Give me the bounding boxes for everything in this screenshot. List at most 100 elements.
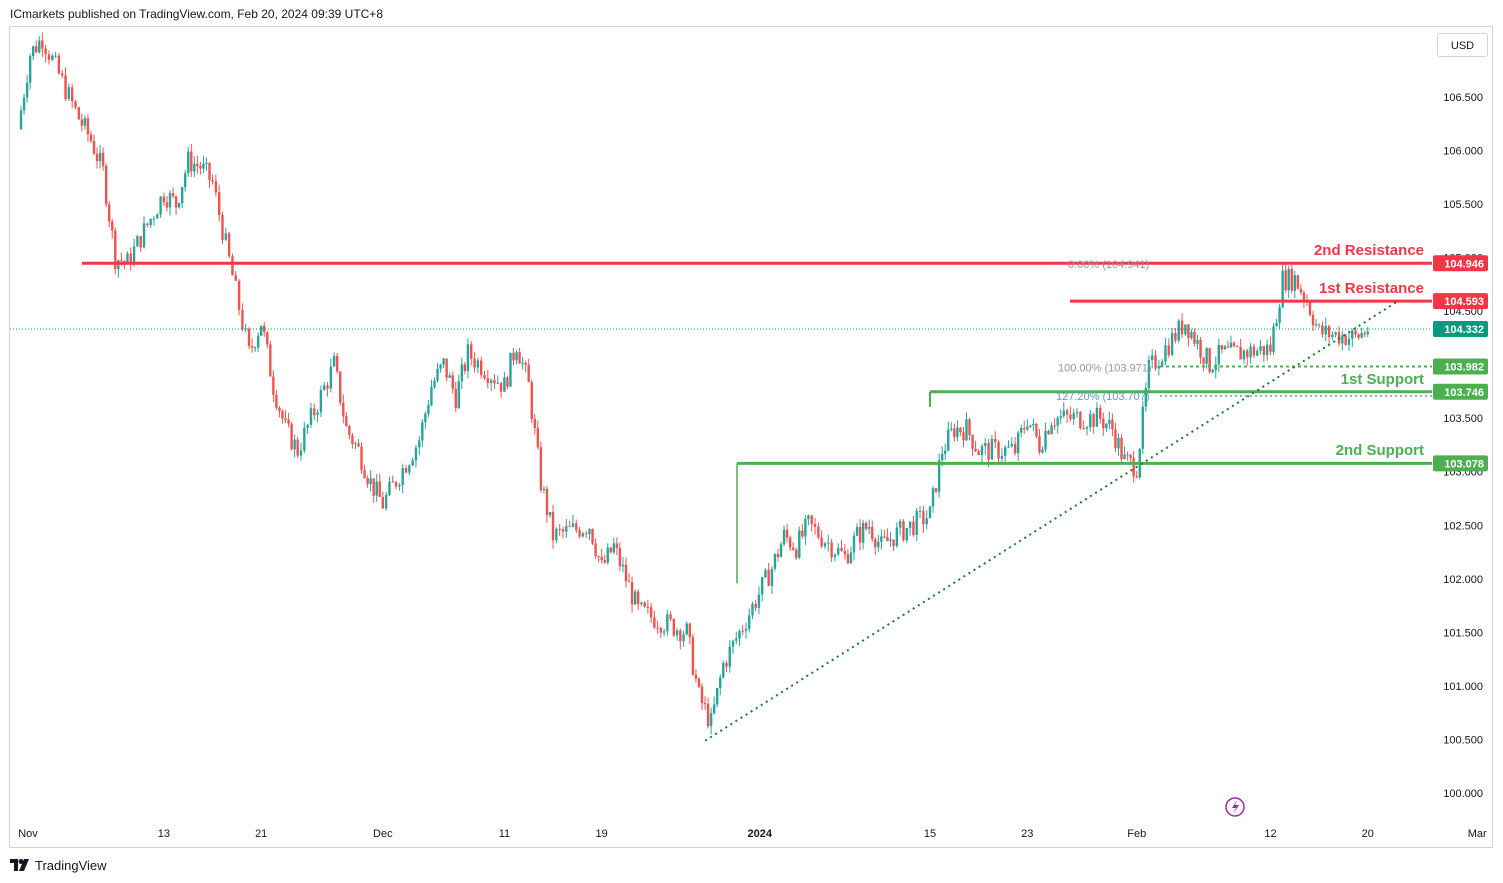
candle-body xyxy=(597,556,600,558)
currency-button[interactable]: USD xyxy=(1437,33,1488,57)
candle-body xyxy=(132,246,136,265)
candle-body xyxy=(398,485,401,487)
candle-body xyxy=(886,536,889,542)
candle-body xyxy=(366,478,369,485)
candle-body xyxy=(555,528,558,541)
candle-body xyxy=(1079,411,1082,429)
candle-body xyxy=(940,453,944,460)
price-tick-label: 101.000 xyxy=(1443,681,1483,693)
tradingview-brand[interactable]: TradingView xyxy=(10,857,107,873)
candle-body xyxy=(1190,332,1193,339)
fib-label: 0.00% (104.941) xyxy=(1068,259,1149,271)
candle-body xyxy=(1347,338,1351,345)
candle-body xyxy=(1272,326,1275,352)
candle-body xyxy=(950,428,953,430)
candle-body xyxy=(1010,443,1014,447)
candle-body xyxy=(54,55,57,57)
candle-body xyxy=(630,581,634,605)
chart-frame xyxy=(9,26,1493,848)
level-label: 1st Resistance xyxy=(1319,280,1424,297)
candle-body xyxy=(1177,320,1180,341)
candle-body xyxy=(1041,449,1044,453)
candle-body xyxy=(1202,357,1205,364)
candle-body xyxy=(208,162,211,180)
candle-body xyxy=(807,515,810,520)
candle-body xyxy=(221,215,224,240)
candle-body xyxy=(290,423,293,450)
candle-body xyxy=(703,703,707,705)
candle-body xyxy=(561,529,565,532)
candle-body xyxy=(1000,455,1004,459)
candle-body xyxy=(1099,407,1102,419)
price-tags: 2nd Resistance 104.946 1st Resistance 104.5… xyxy=(1056,242,1488,472)
candle-body xyxy=(1072,413,1075,419)
candle-body xyxy=(250,346,254,348)
candle-body xyxy=(748,615,751,629)
candle-body xyxy=(700,686,704,704)
candle-body xyxy=(171,192,175,197)
candle-body xyxy=(247,328,251,347)
candle-body xyxy=(199,166,202,169)
candle-body xyxy=(354,443,357,445)
candle-body xyxy=(990,438,994,460)
candle-body xyxy=(571,523,575,527)
candle-body xyxy=(804,519,807,537)
candle-body xyxy=(486,378,490,384)
price-tick-label: 102.000 xyxy=(1443,574,1483,586)
candle-body xyxy=(974,448,977,451)
candle-body xyxy=(19,110,23,129)
time-tick-label: Dec xyxy=(373,828,393,840)
candle-body xyxy=(424,413,427,423)
candle-body xyxy=(1302,292,1306,301)
lightning-icon[interactable] xyxy=(1225,797,1245,817)
candle-body xyxy=(1184,324,1187,335)
candle-body xyxy=(381,496,384,509)
fib-label: 127.20% (103.707) xyxy=(1056,391,1150,403)
price-axis[interactable]: 100.000 100.500 101.000 101.500 102.000 102.5… xyxy=(1443,92,1483,800)
candle-body xyxy=(1354,330,1357,335)
candle-body xyxy=(675,630,679,636)
candle-body xyxy=(653,617,656,628)
candle-body xyxy=(345,416,348,427)
candle-body xyxy=(539,447,543,491)
candle-body xyxy=(136,236,139,247)
candle-body xyxy=(336,356,339,372)
candle-body xyxy=(303,427,306,451)
candle-body xyxy=(1299,288,1303,293)
candle-body xyxy=(709,713,713,727)
candle-body xyxy=(77,107,80,120)
candle-body xyxy=(342,402,345,417)
candle-body xyxy=(1108,419,1111,424)
candle-body xyxy=(470,344,473,359)
candle-body xyxy=(849,552,853,564)
candle-body xyxy=(984,442,987,447)
candle-body xyxy=(120,260,123,262)
time-tick-label: 23 xyxy=(1021,828,1033,840)
candle-body xyxy=(1226,346,1230,348)
candle-body xyxy=(479,360,483,376)
candle-body xyxy=(874,539,877,548)
candle-body xyxy=(205,162,208,164)
candle-body xyxy=(880,536,883,542)
price-tick-label: 103.500 xyxy=(1443,413,1483,425)
price-tag-text: 103.078 xyxy=(1444,458,1484,470)
candle-body xyxy=(666,614,669,632)
time-axis[interactable]: Nov 13 21 Dec 11 19 2024 15 23 Feb 12 20 Mar xyxy=(18,828,1487,840)
candle-body xyxy=(977,450,980,456)
candle-body xyxy=(41,40,44,49)
candle-body xyxy=(211,179,214,182)
candle-body xyxy=(442,358,445,365)
candle-body xyxy=(542,488,546,491)
candle-body xyxy=(1296,275,1300,289)
candle-body xyxy=(260,325,263,336)
candle-body xyxy=(1075,411,1079,414)
candle-body xyxy=(1092,414,1095,427)
candle-body xyxy=(1082,428,1085,430)
candle-body xyxy=(332,356,336,367)
candle-body xyxy=(757,594,761,608)
candle-body xyxy=(830,542,833,558)
candle-body xyxy=(518,352,521,364)
candle-body xyxy=(1117,437,1120,449)
candle-body xyxy=(1351,330,1354,339)
